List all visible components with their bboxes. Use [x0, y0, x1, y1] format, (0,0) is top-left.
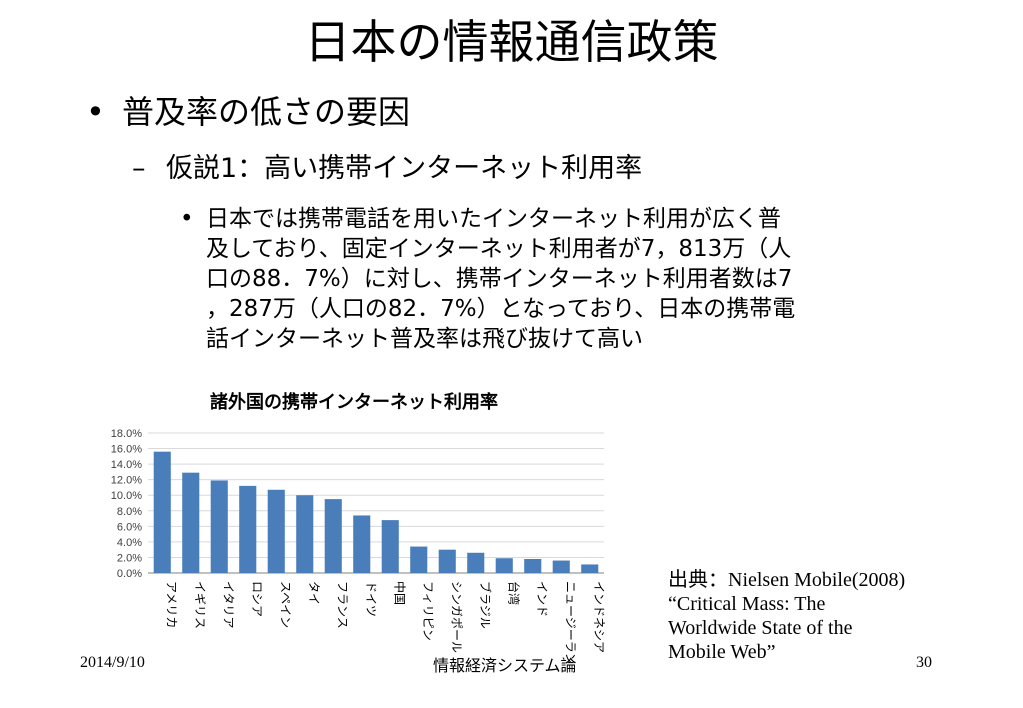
y-tick-label: 0.0%	[117, 568, 142, 580]
x-tick-label: ドイツ	[364, 581, 378, 617]
source-label: 出典：	[668, 567, 728, 591]
source-line: Worldwide State of the	[668, 617, 853, 639]
bar	[410, 546, 428, 573]
x-tick-label: インド	[535, 581, 549, 617]
bullet-line: ，287万（人口の82．7%）となっており、日本の携帯電	[206, 296, 796, 322]
x-tick-label: フランス	[335, 581, 349, 629]
bar	[495, 558, 513, 573]
source-line: “Critical Mass: The	[668, 593, 826, 615]
bar	[182, 472, 200, 573]
bullet-dot: •	[86, 93, 105, 131]
y-tick-label: 12.0%	[111, 475, 142, 487]
y-tick-label: 2.0%	[117, 552, 142, 564]
x-tick-label: 台湾	[506, 581, 521, 605]
x-tick-label: イタリア	[221, 581, 235, 629]
x-tick-label: インドネシア	[592, 581, 606, 653]
bullet-level2: 仮説1：高い携帯インターネット利用率	[166, 153, 643, 184]
x-tick-label: シンガポール	[449, 581, 463, 653]
bullet-level3: 日本では携帯電話を用いたインターネット利用が広く普 及しており、固定インターネッ…	[206, 204, 941, 354]
footer-course-name: 情報経済システム論	[433, 656, 577, 675]
bar	[153, 451, 171, 573]
bar	[267, 489, 285, 573]
bar	[210, 480, 228, 573]
y-tick-label: 16.0%	[111, 444, 142, 456]
x-tick-label: 中国	[392, 581, 407, 605]
x-tick-label: アメリカ	[164, 581, 178, 628]
bullet-line: 話インターネット普及率は飛び抜けて高い	[206, 326, 643, 352]
y-tick-label: 10.0%	[111, 490, 142, 502]
bar	[467, 552, 485, 573]
x-tick-label: イギリス	[193, 581, 207, 629]
x-tick-label: スペイン	[278, 581, 292, 628]
x-tick-label: フィリピン	[421, 581, 435, 641]
source-citation: 出典：Nielsen Mobile(2008) “Critical Mass: …	[668, 567, 988, 664]
footer-date: 2014/9/10	[80, 654, 145, 671]
bullet-line: 及しており、固定インターネット利用者が7，813万（人	[206, 236, 792, 262]
x-tick-label: タイ	[307, 581, 321, 605]
bullet-dash: –	[132, 153, 146, 184]
bar	[581, 564, 599, 573]
slide-title: 日本の情報通信政策	[304, 15, 719, 69]
bar	[552, 560, 570, 573]
bar	[438, 549, 456, 573]
bar	[353, 515, 371, 573]
bullet-level1: 普及率の低さの要因	[122, 93, 411, 131]
y-tick-label: 6.0%	[117, 521, 142, 533]
bar	[239, 485, 257, 573]
bar	[324, 499, 342, 573]
bar	[381, 520, 399, 573]
x-tick-label: ロシア	[250, 581, 264, 617]
source-line: Nielsen Mobile(2008)	[728, 569, 906, 591]
y-tick-label: 14.0%	[111, 459, 142, 471]
chart-title: 諸外国の携帯インターネット利用率	[210, 392, 498, 413]
bullet-line: 口の88．7%）に対し、携帯インターネット利用者数は7	[206, 266, 793, 292]
bar-chart: 0.0% 2.0% 4.0% 6.0% 8.0% 10.0% 12.0% 14.0% 16.0%…	[111, 428, 606, 662]
bar	[524, 559, 542, 573]
y-tick-label: 4.0%	[117, 537, 142, 549]
x-tick-label: ブラジル	[478, 581, 493, 629]
page-number: 30	[916, 654, 932, 671]
y-tick-label: 18.0%	[111, 428, 142, 440]
source-line: Mobile Web”	[668, 641, 776, 663]
bar	[296, 495, 314, 573]
bullet-line: 日本では携帯電話を用いたインターネット利用が広く普	[206, 206, 781, 232]
y-tick-label: 8.0%	[117, 506, 142, 518]
x-tick-label: ニュージーランド	[563, 581, 577, 662]
bullet-dot: •	[180, 206, 194, 232]
